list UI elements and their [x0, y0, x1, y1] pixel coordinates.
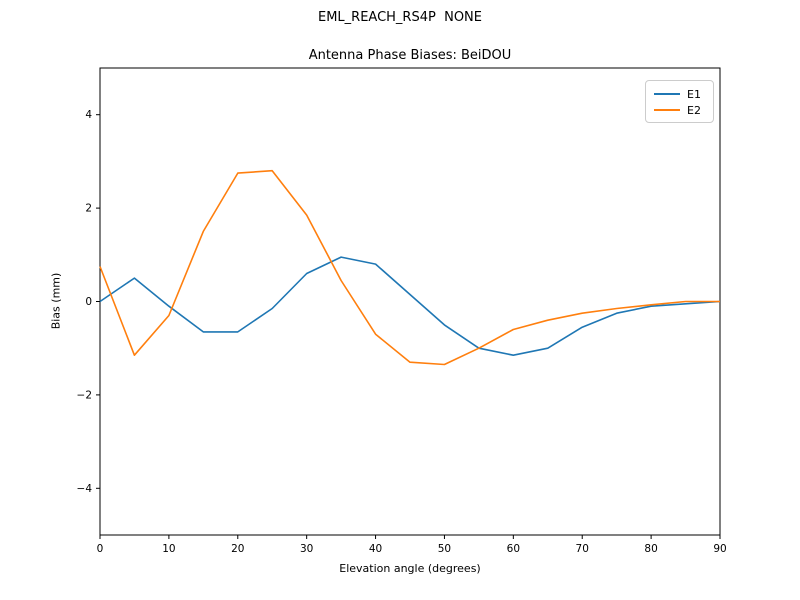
y-axis-label: Bias (mm)	[49, 272, 63, 330]
x-tick-label: 80	[644, 543, 657, 555]
series-line-E1	[99, 256, 721, 357]
legend-label-e1: E1	[687, 87, 701, 101]
legend-line-swatch-e2	[654, 109, 680, 111]
x-axis-label: Elevation angle (degrees)	[339, 562, 481, 575]
x-tick-label: 90	[713, 543, 726, 555]
y-tick-label: −4	[77, 483, 93, 495]
legend: E1 E2	[645, 80, 714, 123]
legend-line-swatch-e1	[654, 93, 680, 95]
figure-title: EML_REACH_RS4P NONE	[318, 10, 482, 25]
x-tick-label: 70	[576, 543, 589, 555]
y-tick-label: 0	[85, 296, 92, 308]
y-tick-label: 2	[85, 203, 92, 215]
series-line-E2	[99, 169, 720, 366]
axes-title: Antenna Phase Biases: BeiDOU	[308, 48, 512, 63]
axes-spines	[99, 67, 721, 536]
x-tick-label: 0	[97, 543, 104, 555]
legend-label-e2: E2	[687, 103, 701, 117]
x-tick-label: 50	[438, 543, 451, 555]
x-tick-label: 20	[231, 543, 244, 555]
x-tick-label: 40	[369, 543, 382, 555]
y-tick-label: −2	[77, 389, 92, 401]
y-tick-label: 4	[85, 109, 92, 121]
x-tick-label: 30	[300, 543, 313, 555]
legend-item-e1: E1	[654, 86, 706, 102]
legend-item-e2: E2	[654, 102, 706, 118]
x-tick-label: 60	[507, 543, 520, 555]
x-tick-label: 10	[162, 543, 175, 555]
